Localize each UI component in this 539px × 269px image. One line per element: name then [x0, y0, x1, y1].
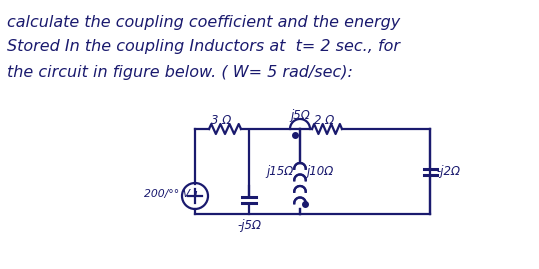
Text: calculate the coupling coefficient and the energy: calculate the coupling coefficient and t…: [7, 15, 400, 30]
Text: j15Ω: j15Ω: [267, 165, 294, 179]
Text: I: I: [194, 189, 197, 203]
Text: -j5Ω: -j5Ω: [237, 218, 261, 232]
Text: 3 Ω: 3 Ω: [211, 114, 231, 126]
Text: j5Ω: j5Ω: [290, 108, 310, 122]
Text: j10Ω: j10Ω: [306, 165, 333, 179]
Text: 2 Ω: 2 Ω: [314, 114, 334, 126]
Text: the circuit in figure below. ( W= 5 rad/sec):: the circuit in figure below. ( W= 5 rad/…: [7, 65, 353, 80]
Text: Stored In the coupling Inductors at  t= 2 sec., for: Stored In the coupling Inductors at t= 2…: [7, 40, 400, 55]
Text: 200/°° V: 200/°° V: [144, 189, 190, 199]
Text: -j2Ω: -j2Ω: [436, 165, 460, 178]
